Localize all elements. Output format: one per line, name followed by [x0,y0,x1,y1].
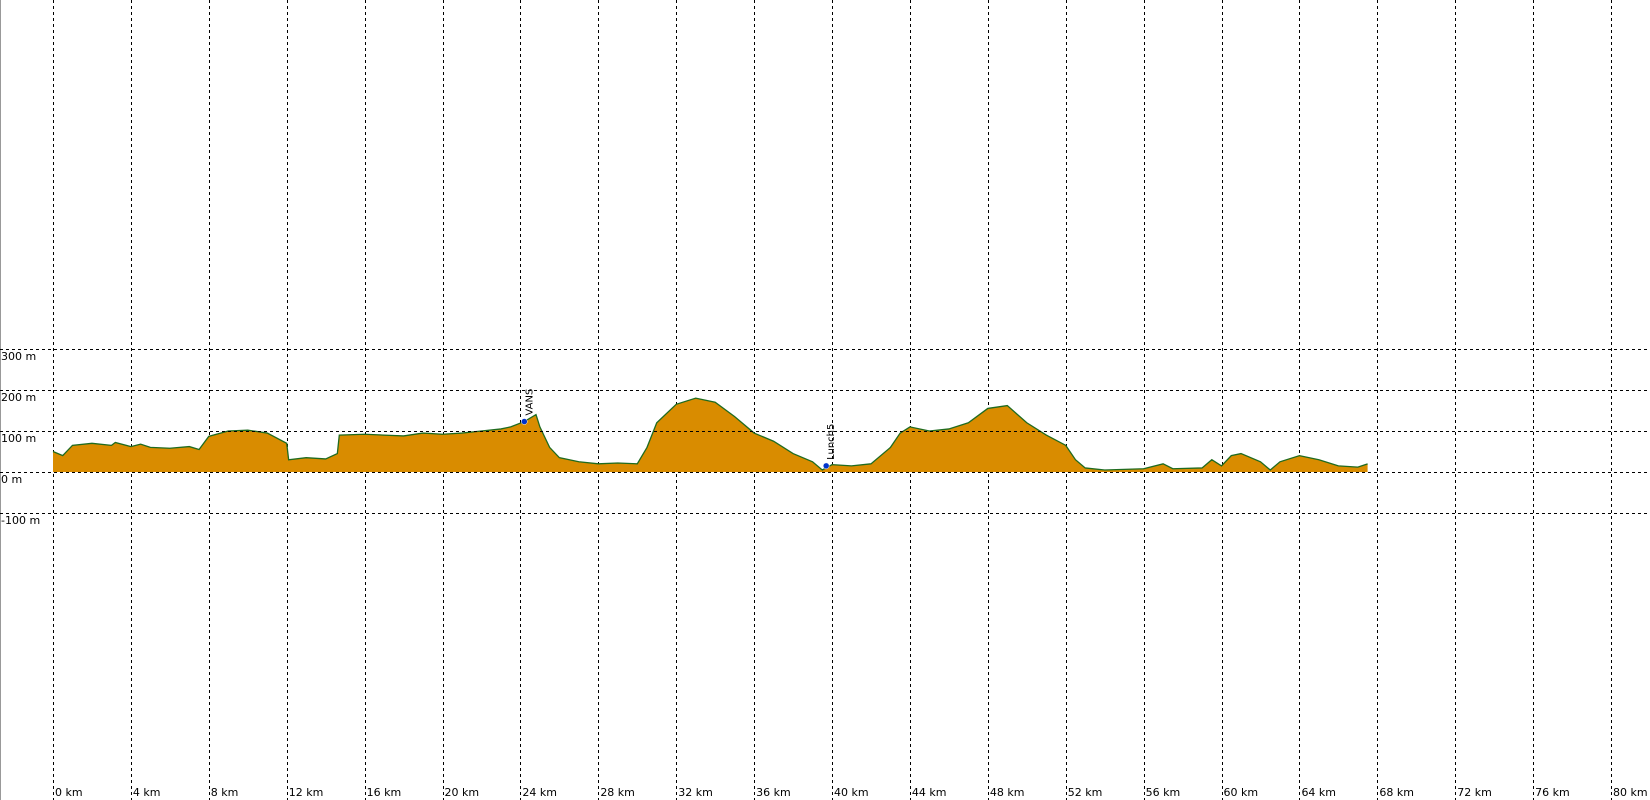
x-tick-label: 32 km [678,786,713,799]
x-tick-label: 20 km [445,786,480,799]
x-tick-label: 64 km [1301,786,1336,799]
x-tick-label: 36 km [756,786,791,799]
x-tick-label: 68 km [1379,786,1414,799]
x-tick-label: 12 km [289,786,324,799]
x-tick-label: 28 km [600,786,635,799]
x-tick-label: 0 km [55,786,83,799]
y-tick-label: 200 m [1,391,36,404]
y-tick-label: 0 m [1,473,22,486]
waypoint-label: VANS [524,389,535,416]
x-tick-label: 52 km [1068,786,1103,799]
x-tick-label: 48 km [990,786,1025,799]
x-tick-label: 56 km [1146,786,1181,799]
x-tick-label: 72 km [1457,786,1492,799]
elevation-area [53,398,1368,473]
x-tick-label: 80 km [1613,786,1648,799]
y-tick-label: -100 m [1,514,40,527]
x-tick-label: 44 km [912,786,947,799]
x-tick-label: 60 km [1224,786,1259,799]
x-tick-label: 4 km [133,786,161,799]
waypoint [521,418,528,425]
x-tick-label: 8 km [211,786,239,799]
waypoint [822,462,830,470]
y-tick-label: 100 m [1,432,36,445]
waypoint-label: Lunch5 [826,424,837,460]
y-tick-label: 300 m [1,350,36,363]
x-tick-label: 24 km [522,786,557,799]
elevation-line [52,397,1368,471]
x-tick-label: 16 km [367,786,402,799]
x-tick-label: 76 km [1535,786,1570,799]
x-tick-label: 40 km [834,786,869,799]
